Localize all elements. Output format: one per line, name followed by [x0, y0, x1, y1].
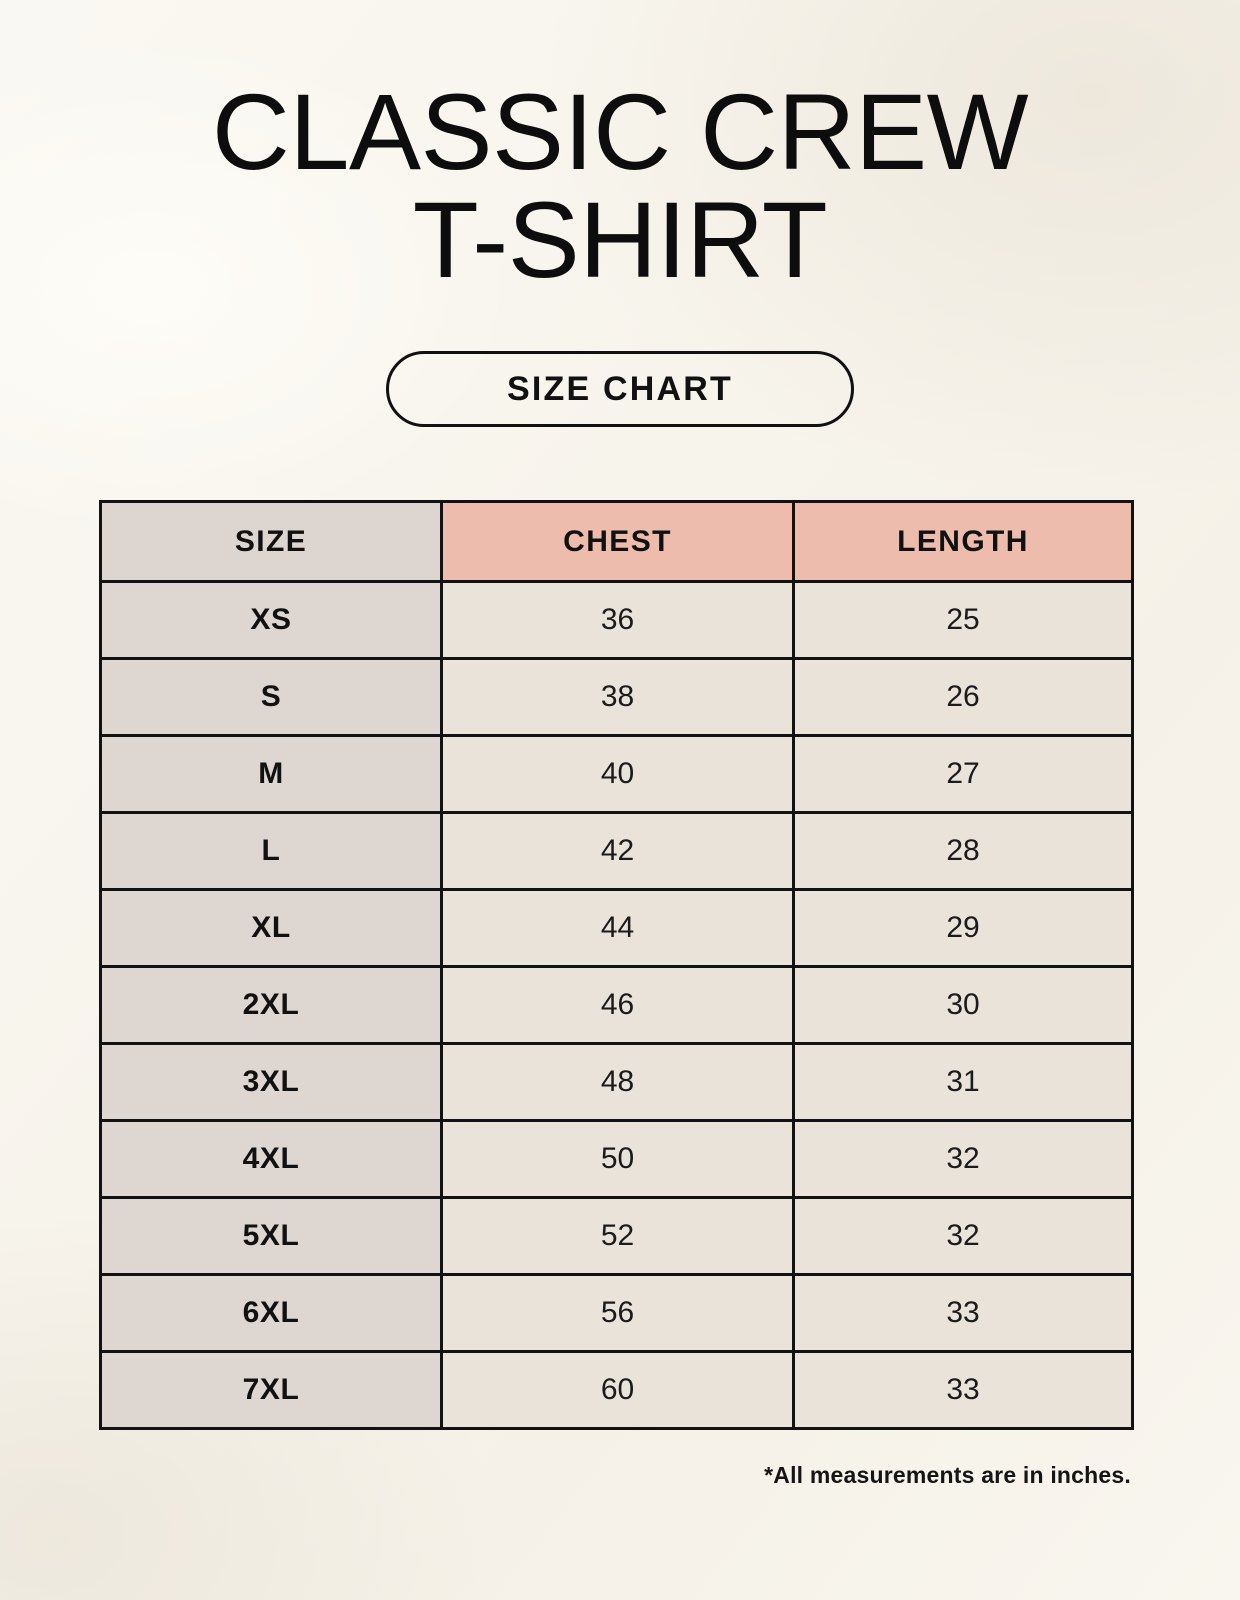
cell-chest-value: 60: [440, 1350, 795, 1430]
cell-length-value: 26: [792, 657, 1134, 737]
measurements-footnote: *All measurements are in inches.: [764, 1462, 1131, 1488]
size-table: SIZE CHEST LENGTH XS 36 25 S 38 26 M 40 27 L 42 28 X…: [99, 500, 1134, 1430]
size-table-container: SIZE CHEST LENGTH XS 36 25 S 38 26 M 40 27 L 42 28 X…: [99, 500, 1134, 1430]
cell-size-label: XS: [99, 580, 443, 660]
table-row: 4XL 50 32: [99, 1119, 1134, 1199]
cell-size-label: XL: [99, 888, 443, 968]
cell-chest-value: 42: [440, 811, 795, 891]
cell-chest-value: 46: [440, 965, 795, 1045]
table-row: M 40 27: [99, 734, 1134, 814]
cell-length-value: 28: [792, 811, 1134, 891]
cell-length-value: 29: [792, 888, 1134, 968]
title-block: CLASSIC CREW T-SHIRT: [0, 78, 1240, 294]
cell-size-label: 4XL: [99, 1119, 443, 1199]
size-chart-badge: SIZE CHART: [386, 351, 854, 427]
cell-size-label: 6XL: [99, 1273, 443, 1353]
column-header-chest: CHEST: [440, 500, 795, 583]
table-row: S 38 26: [99, 657, 1134, 737]
cell-length-value: 33: [792, 1273, 1134, 1353]
table-row: 5XL 52 32: [99, 1196, 1134, 1276]
cell-size-label: S: [99, 657, 443, 737]
cell-size-label: 5XL: [99, 1196, 443, 1276]
table-row: 6XL 56 33: [99, 1273, 1134, 1353]
cell-length-value: 33: [792, 1350, 1134, 1430]
cell-chest-value: 36: [440, 580, 795, 660]
table-row: 7XL 60 33: [99, 1350, 1134, 1430]
cell-size-label: L: [99, 811, 443, 891]
size-chart-badge-label: SIZE CHART: [507, 369, 733, 408]
cell-length-value: 27: [792, 734, 1134, 814]
table-row: L 42 28: [99, 811, 1134, 891]
cell-chest-value: 52: [440, 1196, 795, 1276]
cell-chest-value: 40: [440, 734, 795, 814]
table-body: XS 36 25 S 38 26 M 40 27 L 42 28 XL 44 29 2XL 46 30 3XL 48 3…: [99, 580, 1134, 1430]
cell-chest-value: 50: [440, 1119, 795, 1199]
cell-chest-value: 48: [440, 1042, 795, 1122]
cell-length-value: 32: [792, 1119, 1134, 1199]
cell-size-label: M: [99, 734, 443, 814]
page-title: CLASSIC CREW T-SHIRT: [211, 71, 1029, 300]
table-row: 3XL 48 31: [99, 1042, 1134, 1122]
cell-size-label: 7XL: [99, 1350, 443, 1430]
cell-size-label: 2XL: [99, 965, 443, 1045]
table-row: XL 44 29: [99, 888, 1134, 968]
cell-size-label: 3XL: [99, 1042, 443, 1122]
cell-chest-value: 38: [440, 657, 795, 737]
table-row: 2XL 46 30: [99, 965, 1134, 1045]
table-header-row: SIZE CHEST LENGTH: [99, 500, 1134, 583]
badge-container: SIZE CHART: [0, 351, 1240, 427]
cell-length-value: 32: [792, 1196, 1134, 1276]
cell-length-value: 25: [792, 580, 1134, 660]
column-header-length: LENGTH: [792, 500, 1134, 583]
table-header: SIZE CHEST LENGTH: [99, 500, 1134, 583]
cell-chest-value: 56: [440, 1273, 795, 1353]
cell-length-value: 30: [792, 965, 1134, 1045]
table-row: XS 36 25: [99, 580, 1134, 660]
cell-length-value: 31: [792, 1042, 1134, 1122]
column-header-size: SIZE: [99, 500, 443, 583]
cell-chest-value: 44: [440, 888, 795, 968]
